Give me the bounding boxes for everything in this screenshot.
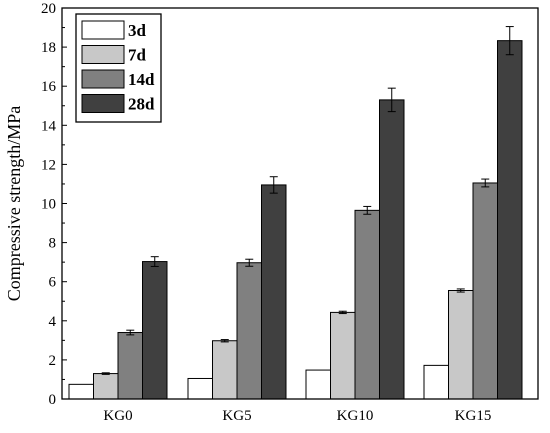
x-tick-label: KG5: [222, 408, 251, 424]
x-tick-label: KG15: [455, 408, 492, 424]
legend-swatch-28d: [81, 94, 125, 113]
y-tick-label: 2: [49, 353, 57, 369]
error-bars-layer: [101, 26, 514, 375]
y-tick-label: 14: [41, 118, 57, 134]
bar-KG5-14d: [236, 262, 262, 400]
y-axis-title: Compressive strength/MPa: [4, 106, 24, 302]
bar-KG5-3d: [187, 377, 213, 400]
y-tick-label: 20: [41, 1, 56, 17]
y-tick-label: 4: [49, 314, 57, 330]
legend-label-14d: 14d: [128, 70, 155, 89]
bar-KG15-28d: [497, 40, 523, 400]
bar-KG15-7d: [448, 289, 474, 400]
legend-swatch-7d: [81, 45, 125, 64]
bar-KG10-3d: [305, 369, 331, 400]
y-tick-label: 0: [49, 392, 57, 408]
bar-KG10-28d: [379, 99, 405, 400]
bar-KG5-7d: [212, 340, 238, 400]
bar-KG10-14d: [354, 209, 380, 400]
bar-KG15-14d: [472, 182, 498, 400]
bar-KG0-7d: [93, 373, 119, 400]
x-tick-label: KG10: [337, 408, 374, 424]
legend-swatch-14d: [81, 69, 125, 89]
y-tick-label: 8: [49, 236, 57, 252]
x-tick-label: KG0: [103, 408, 132, 424]
bar-KG0-28d: [142, 261, 168, 400]
y-tick-label: 16: [41, 79, 57, 95]
bars-layer: [68, 40, 523, 400]
y-axis: 0 2 4 6 8 10 12 14 16 18 20: [41, 1, 67, 408]
bar-KG15-3d: [423, 364, 449, 400]
bar-KG10-7d: [330, 311, 356, 400]
legend: 3d 7d 14d 28d: [75, 13, 162, 123]
y-tick-label: 10: [41, 197, 56, 213]
bar-KG5-28d: [261, 184, 287, 400]
x-axis: KG0 KG5 KG10 KG15: [103, 394, 491, 424]
y-tick-label: 18: [41, 40, 56, 56]
legend-label-3d: 3d: [128, 21, 147, 40]
legend-label-28d: 28d: [128, 95, 155, 114]
y-tick-label: 12: [41, 157, 56, 173]
y-tick-label: 6: [49, 275, 57, 291]
bar-KG0-3d: [68, 383, 94, 400]
legend-label-7d: 7d: [128, 46, 147, 65]
bar-KG0-14d: [117, 332, 143, 400]
legend-swatch-3d: [81, 20, 125, 40]
